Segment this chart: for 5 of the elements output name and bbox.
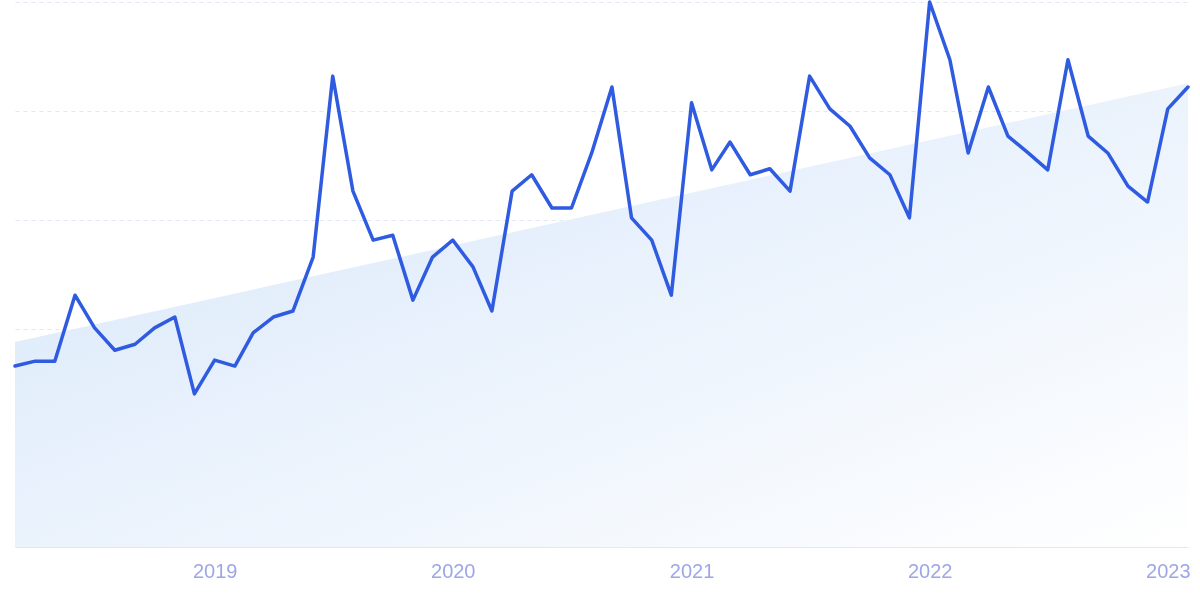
x-tick-label: 2021 — [669, 559, 715, 582]
x-tick-label: 2023 — [1146, 559, 1191, 582]
x-tick-label: 2019 — [192, 559, 238, 582]
x-tick-label: 2022 — [907, 559, 953, 582]
x-tick-label: 2020 — [431, 559, 476, 582]
